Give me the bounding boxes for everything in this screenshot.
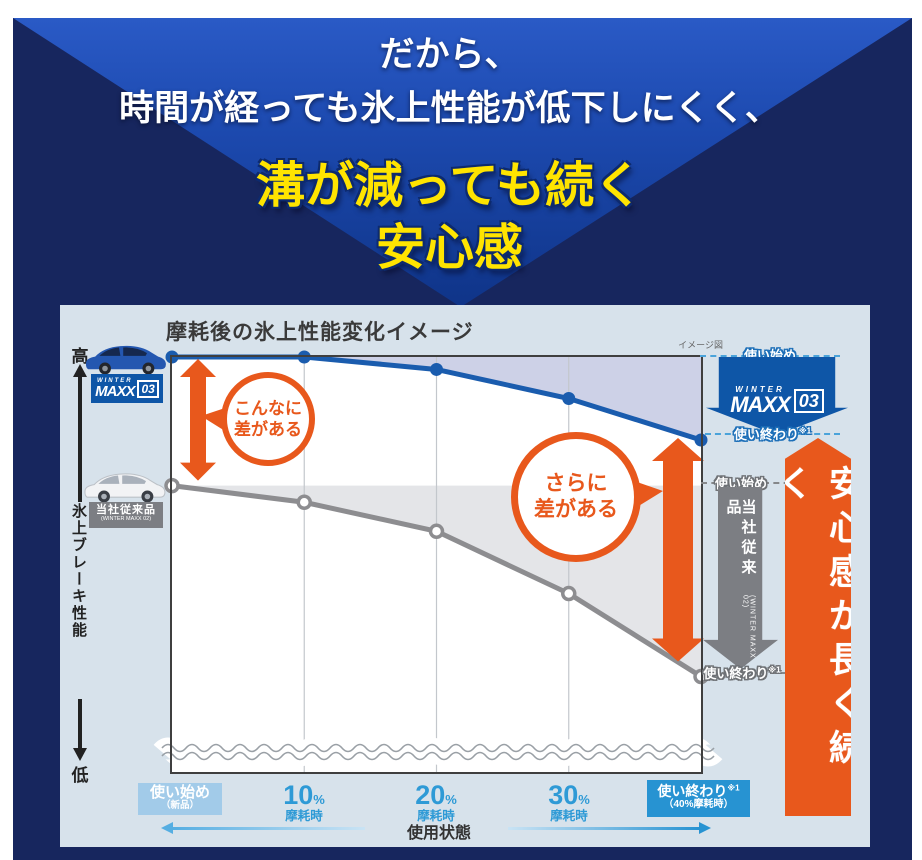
winter-maxx-03-badge: WINTER MAXX 03	[91, 374, 163, 403]
y-axis-title: 氷上ブレーキ性能	[70, 503, 87, 639]
bubble1-text-line2: 差がある	[234, 420, 302, 439]
white-car-icon	[83, 469, 167, 508]
x-label-start-box: 使い始め （新品）	[138, 783, 222, 815]
callout-bubble-more-difference: さらに 差がある	[511, 432, 641, 562]
x-label-10pct: 10% 摩耗時	[283, 780, 325, 823]
legacy-product-badge: 当社従来品 (WINTER MAXX 02)	[89, 502, 163, 528]
usage-arrow-right	[508, 822, 711, 834]
legacy-arrow-model: (WINTER MAXX 02)	[741, 595, 756, 660]
blue-car-icon	[84, 341, 168, 380]
bubble1-text-line1: こんなに	[234, 398, 302, 418]
legacy-product-model: (WINTER MAXX 02)	[100, 516, 152, 523]
blue-end-dashed-line	[705, 433, 840, 435]
x-label-20pct: 20% 摩耗時	[415, 780, 457, 823]
logo-maxx-text: MAXX	[95, 383, 135, 400]
callout-bubble-difference: こんなに 差がある	[221, 372, 315, 466]
logo-winter-text: WINTER	[96, 378, 133, 384]
banner-text: 安心感が長く続く	[773, 465, 863, 773]
logo-winter-text: WINTER	[735, 385, 785, 394]
usage-arrow-left	[161, 822, 365, 834]
legacy-arrow-name: 当社従来品	[724, 499, 757, 579]
x-axis-title: 使用状態	[406, 825, 471, 842]
image-disclaimer: イメージ図	[678, 340, 723, 350]
bubble1-tail	[201, 408, 225, 431]
x-end-sub: （40%摩耗時）	[663, 799, 734, 811]
y-axis-shaft-bottom	[78, 699, 82, 749]
y-axis-low-label: 低	[71, 766, 89, 785]
y-axis-up-arrowhead	[73, 364, 87, 377]
chart-title: 摩耗後の氷上性能変化イメージ	[166, 321, 474, 344]
logo-03-text: 03	[137, 379, 159, 398]
hero-line-2: 時間が経っても氷上性能が低下しにくく、	[119, 89, 780, 128]
peace-of-mind-banner: 安心感が長く続く	[785, 438, 851, 816]
bubble2-text-line2: 差がある	[534, 498, 618, 521]
x-label-30pct: 30% 摩耗時	[548, 780, 590, 823]
y-axis-shaft-top	[78, 376, 82, 502]
logo-maxx-text: MAXX	[730, 392, 791, 417]
bubble2-tail	[637, 482, 663, 507]
x-start-sub: （新品）	[160, 799, 199, 811]
blue-start-dashed-line	[700, 355, 840, 357]
x-start-main: 使い始め	[149, 784, 210, 801]
hero-line-1: だから、	[379, 35, 520, 74]
winter-maxx-03-logo: WINTER MAXX 03	[95, 378, 159, 399]
hero-line-4: 安心感	[375, 221, 523, 275]
blue-end-label: 使い終わり※1	[733, 426, 812, 442]
legacy-lifespan-arrow: 当社従来品 (WINTER MAXX 02)	[703, 487, 778, 669]
gray-end-label: 使い終わり※1	[703, 665, 781, 681]
logo-03-text: 03	[793, 389, 824, 413]
x-label-end-box: 使い終わり※1 （40%摩耗時）	[647, 780, 750, 817]
hero-line-3: 溝が減っても続く	[255, 159, 644, 213]
bubble2-text-line1: さらに	[544, 471, 608, 495]
winter-maxx-03-logo-large: WINTER MAXX 03	[730, 367, 824, 435]
gray-end-dashed-line	[702, 672, 807, 674]
y-axis-down-arrowhead	[73, 748, 87, 761]
y-axis-high-label: 高	[71, 347, 89, 366]
legacy-product-name: 当社従来品	[96, 504, 156, 516]
chart-panel: 摩耗後の氷上性能変化イメージ イメージ図 高 氷上ブレーキ性能 低 WINTER…	[60, 305, 870, 847]
gray-start-dashed-line	[701, 482, 831, 484]
